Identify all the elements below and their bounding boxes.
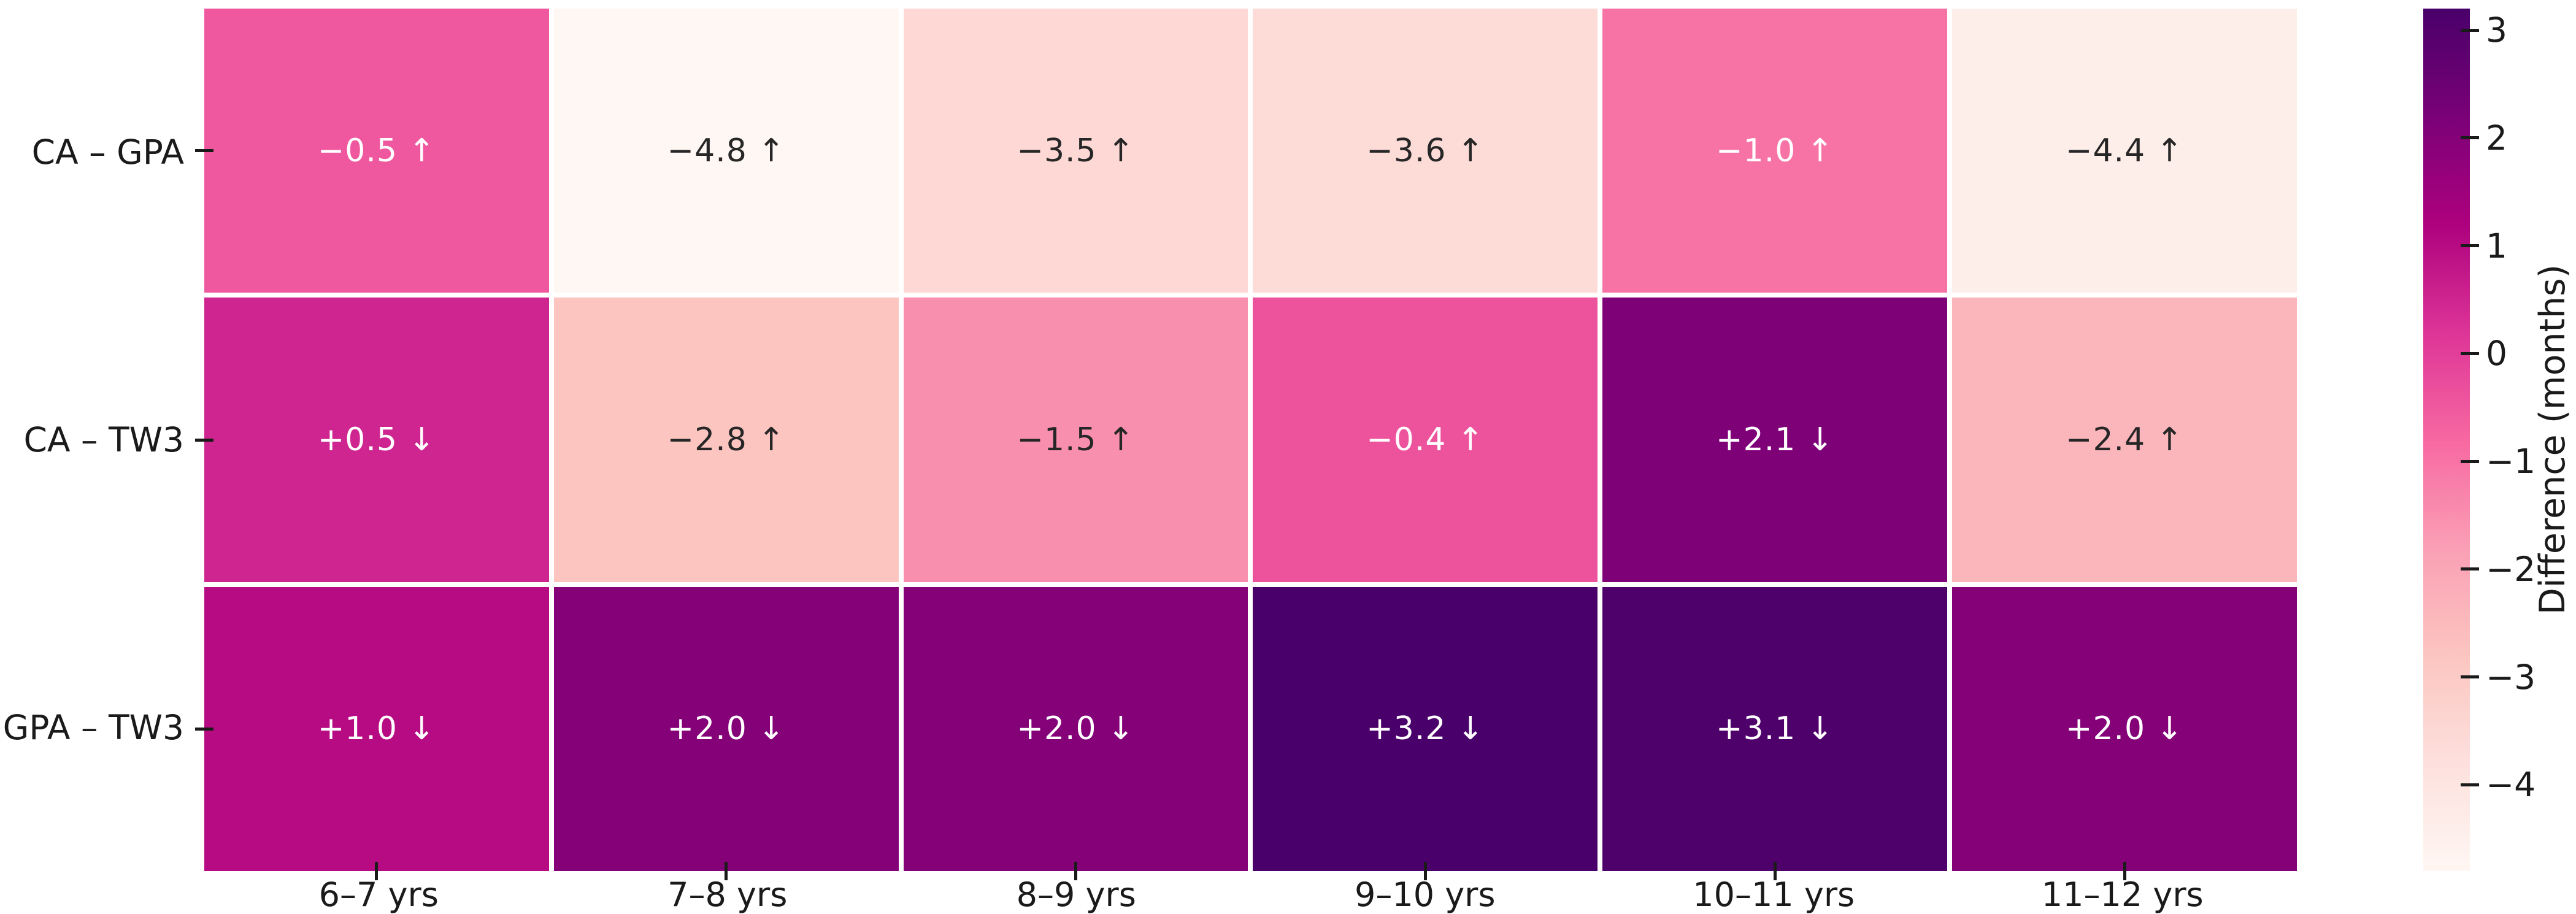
heatmap-cell: +2.0 ↓ — [903, 586, 1248, 871]
x-tick-mark — [375, 862, 379, 880]
x-tick-mark — [2123, 862, 2126, 880]
colorbar-tick-label: −2 — [2486, 549, 2536, 589]
colorbar-tick-mark — [2461, 244, 2479, 248]
heatmap-cell: −2.8 ↑ — [553, 298, 899, 582]
heatmap-cell: −4.8 ↑ — [553, 9, 899, 293]
heatmap-cell: +2.0 ↓ — [553, 586, 899, 871]
x-tick-label: 8–9 yrs — [1016, 875, 1136, 914]
heatmap-cell: +1.0 ↓ — [204, 586, 549, 871]
y-tick-mark — [195, 149, 213, 153]
heatmap-cell: +2.1 ↓ — [1602, 298, 1948, 582]
colorbar-tick-label: 2 — [2486, 118, 2507, 158]
x-axis-labels: 6–7 yrs 7–8 yrs 8–9 yrs 9–10 yrs 10–11 yrs 11… — [204, 878, 2297, 913]
heatmap-cell: −0.5 ↑ — [204, 9, 549, 293]
x-tick-label: 11–12 yrs — [2041, 875, 2204, 914]
y-tick-mark — [195, 438, 213, 442]
x-tick-label: 10–11 yrs — [1693, 875, 1855, 914]
colorbar-gradient — [2423, 9, 2470, 871]
colorbar-tick-mark — [2461, 136, 2479, 140]
y-tick-label: CA – TW3 — [23, 420, 184, 459]
x-tick-mark — [1423, 862, 1427, 880]
colorbar-tick-mark — [2461, 675, 2479, 679]
heatmap-cell: +0.5 ↓ — [204, 298, 549, 582]
colorbar-tick-mark — [2461, 28, 2479, 32]
heatmap-cell: +3.2 ↓ — [1253, 586, 1598, 871]
colorbar-tick-mark — [2461, 351, 2479, 355]
colorbar-tick-label: −3 — [2486, 657, 2536, 697]
colorbar-tick-label: 1 — [2486, 226, 2507, 266]
heatmap-cell: −2.4 ↑ — [1952, 298, 2297, 582]
heatmap-cell: −0.4 ↑ — [1253, 298, 1598, 582]
x-tick-mark — [725, 862, 728, 880]
colorbar-tick-label: 0 — [2486, 334, 2507, 374]
y-axis-labels: CA – GPA CA – TW3 GPA – TW3 — [0, 9, 184, 871]
colorbar-axis-label: Difference (months) — [2532, 264, 2573, 615]
heatmap-cell: −3.6 ↑ — [1253, 9, 1598, 293]
y-tick-mark — [195, 727, 213, 731]
heatmap-cell: +2.0 ↓ — [1952, 586, 2297, 871]
heatmap-cell: −3.5 ↑ — [903, 9, 1248, 293]
colorbar-tick-mark — [2461, 459, 2479, 463]
y-tick-label: GPA – TW3 — [2, 707, 184, 747]
x-tick-label: 9–10 yrs — [1354, 875, 1496, 914]
heatmap-cell: −1.0 ↑ — [1602, 9, 1948, 293]
x-tick-label: 7–8 yrs — [667, 875, 788, 914]
colorbar-axis-label-box: Difference (months) — [2529, 0, 2576, 880]
colorbar-tick-label: 3 — [2486, 10, 2507, 50]
colorbar-tick-mark — [2461, 783, 2479, 786]
colorbar-tick-label: −1 — [2486, 442, 2536, 482]
x-tick-label: 6–7 yrs — [318, 875, 439, 914]
x-tick-mark — [1074, 862, 1078, 880]
heatmap-cell: −4.4 ↑ — [1952, 9, 2297, 293]
colorbar-tick-mark — [2461, 567, 2479, 571]
colorbar-tick-label: −4 — [2486, 765, 2536, 805]
heatmap-cell: +3.1 ↓ — [1602, 586, 1948, 871]
heatmap-cell: −1.5 ↑ — [903, 298, 1248, 582]
x-tick-mark — [1773, 862, 1777, 880]
heatmap-grid: −0.5 ↑ −4.8 ↑ −3.5 ↑ −3.6 ↑ −1.0 ↑ −4.4 ↑ +0.5… — [204, 9, 2297, 871]
y-tick-label: CA – GPA — [31, 132, 184, 172]
